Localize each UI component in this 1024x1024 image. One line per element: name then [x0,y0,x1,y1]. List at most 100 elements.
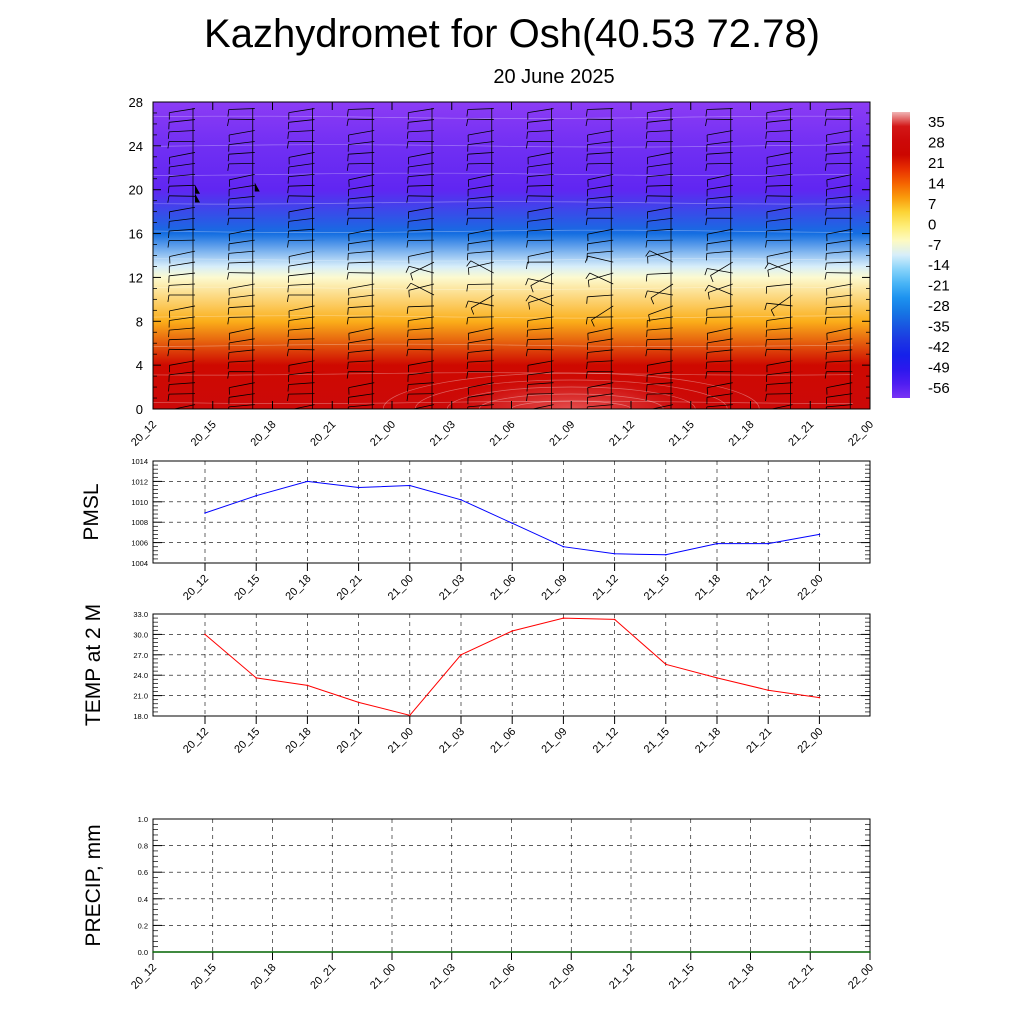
wind-barb [648,305,674,316]
wind-barb-flag [346,163,349,171]
wind-barb [288,184,315,187]
wind-barb-flag [765,339,767,347]
wind-barb-flag [466,163,469,171]
wind-barb-flag [526,240,528,248]
wind-barb [169,173,196,177]
wind-barb [647,382,674,385]
data-point [409,714,411,717]
wind-barb-flag [591,319,595,327]
wind-barb-flag [167,240,170,248]
wind-barb [288,283,315,286]
wind-barb [169,261,196,267]
y-tick-label: 1014 [131,457,148,466]
wind-barb [169,250,196,257]
wind-barb [527,338,554,341]
x-tick-label: 21_18 [727,419,757,449]
wind-barb [706,250,733,254]
wind-barb [467,239,494,245]
wind-barb-flag [645,339,648,347]
wind-barb [826,305,853,309]
wind-barb-flag [765,330,767,338]
data-point [665,663,667,666]
wind-barb [468,300,494,307]
wind-barb-flag [466,317,469,325]
data-point [306,480,309,483]
wind-barb [229,283,255,289]
wind-barb-flag [646,384,648,392]
wind-barb-flag [525,195,528,203]
y-tick-label: 20 [129,183,143,198]
wind-barb-flag [167,394,170,402]
wind-barb [587,255,614,263]
wind-barb-flag [646,230,648,239]
y-tick-label: 21.0 [133,692,148,701]
wind-barb-flag [287,141,289,149]
wind-barb [408,283,435,291]
wind-barb-flag [645,195,648,203]
wind-barb [468,382,494,388]
x-tick-label: 20_12 [181,573,211,603]
wind-barb [228,349,255,353]
wind-barb-flag [287,394,289,402]
data-point [152,951,154,953]
colorbar-label: -21 [928,278,950,295]
wind-barb [228,404,255,408]
wind-barb [348,163,375,165]
colorbar-label: 0 [928,216,936,233]
wind-barb [229,228,255,235]
wind-barb [587,338,614,344]
wind-barb [288,261,315,267]
x-tick-label: 21_06 [488,726,518,756]
wind-barb [826,195,853,200]
wind-barb [587,404,614,408]
wind-barb [766,173,793,177]
y-tick-label: 18.0 [133,712,148,721]
wind-barb [647,119,674,123]
x-tick-label: 20_12 [129,962,159,992]
wind-barb [467,250,494,254]
wind-barb-flag [765,394,767,402]
wind-barb [650,283,674,299]
wind-barb [288,173,315,177]
wind-barb [767,250,793,257]
wind-barb-flag [406,306,409,314]
wind-barb-flag [585,317,588,325]
wind-barb [647,316,674,321]
wind-barb [766,163,793,168]
wind-barb-flag [406,394,409,402]
wind-barb-flag [650,297,655,305]
data-point [749,951,752,953]
wind-barb [646,272,674,275]
wind-barb-flag [586,208,588,216]
wind-barb [348,283,375,289]
wind-barb [706,404,733,408]
data-point [630,951,632,953]
x-tick-label: 22_00 [846,419,876,449]
wind-barb-flag [346,371,349,379]
wind-barb-flag [765,176,767,184]
wind-barb-flag [407,384,409,392]
data-point [409,484,411,487]
x-tick-label: 21_06 [488,419,518,449]
wind-barb-flag [525,278,529,286]
x-tick-label: 20_18 [249,962,279,992]
data-point [511,522,513,524]
colorbar-label: -14 [928,257,950,274]
wind-barb-flag [347,362,349,370]
wind-barb-flag [287,294,289,302]
wind-barb-flag [710,275,714,283]
wind-barb [587,141,614,145]
wind-barb-flag [526,176,528,184]
colorbar-label: -49 [928,360,950,377]
wind-barb-flag [585,163,588,171]
wind-barb [228,239,255,245]
wind-barb [407,130,435,133]
wind-barb-flag [406,186,409,194]
wind-barb [468,261,494,269]
wind-barb [470,260,494,274]
wind-barb [707,184,733,190]
wind-barb [826,393,853,398]
wind-barb-flag [705,163,708,171]
x-tick-label: 21_21 [744,573,774,603]
